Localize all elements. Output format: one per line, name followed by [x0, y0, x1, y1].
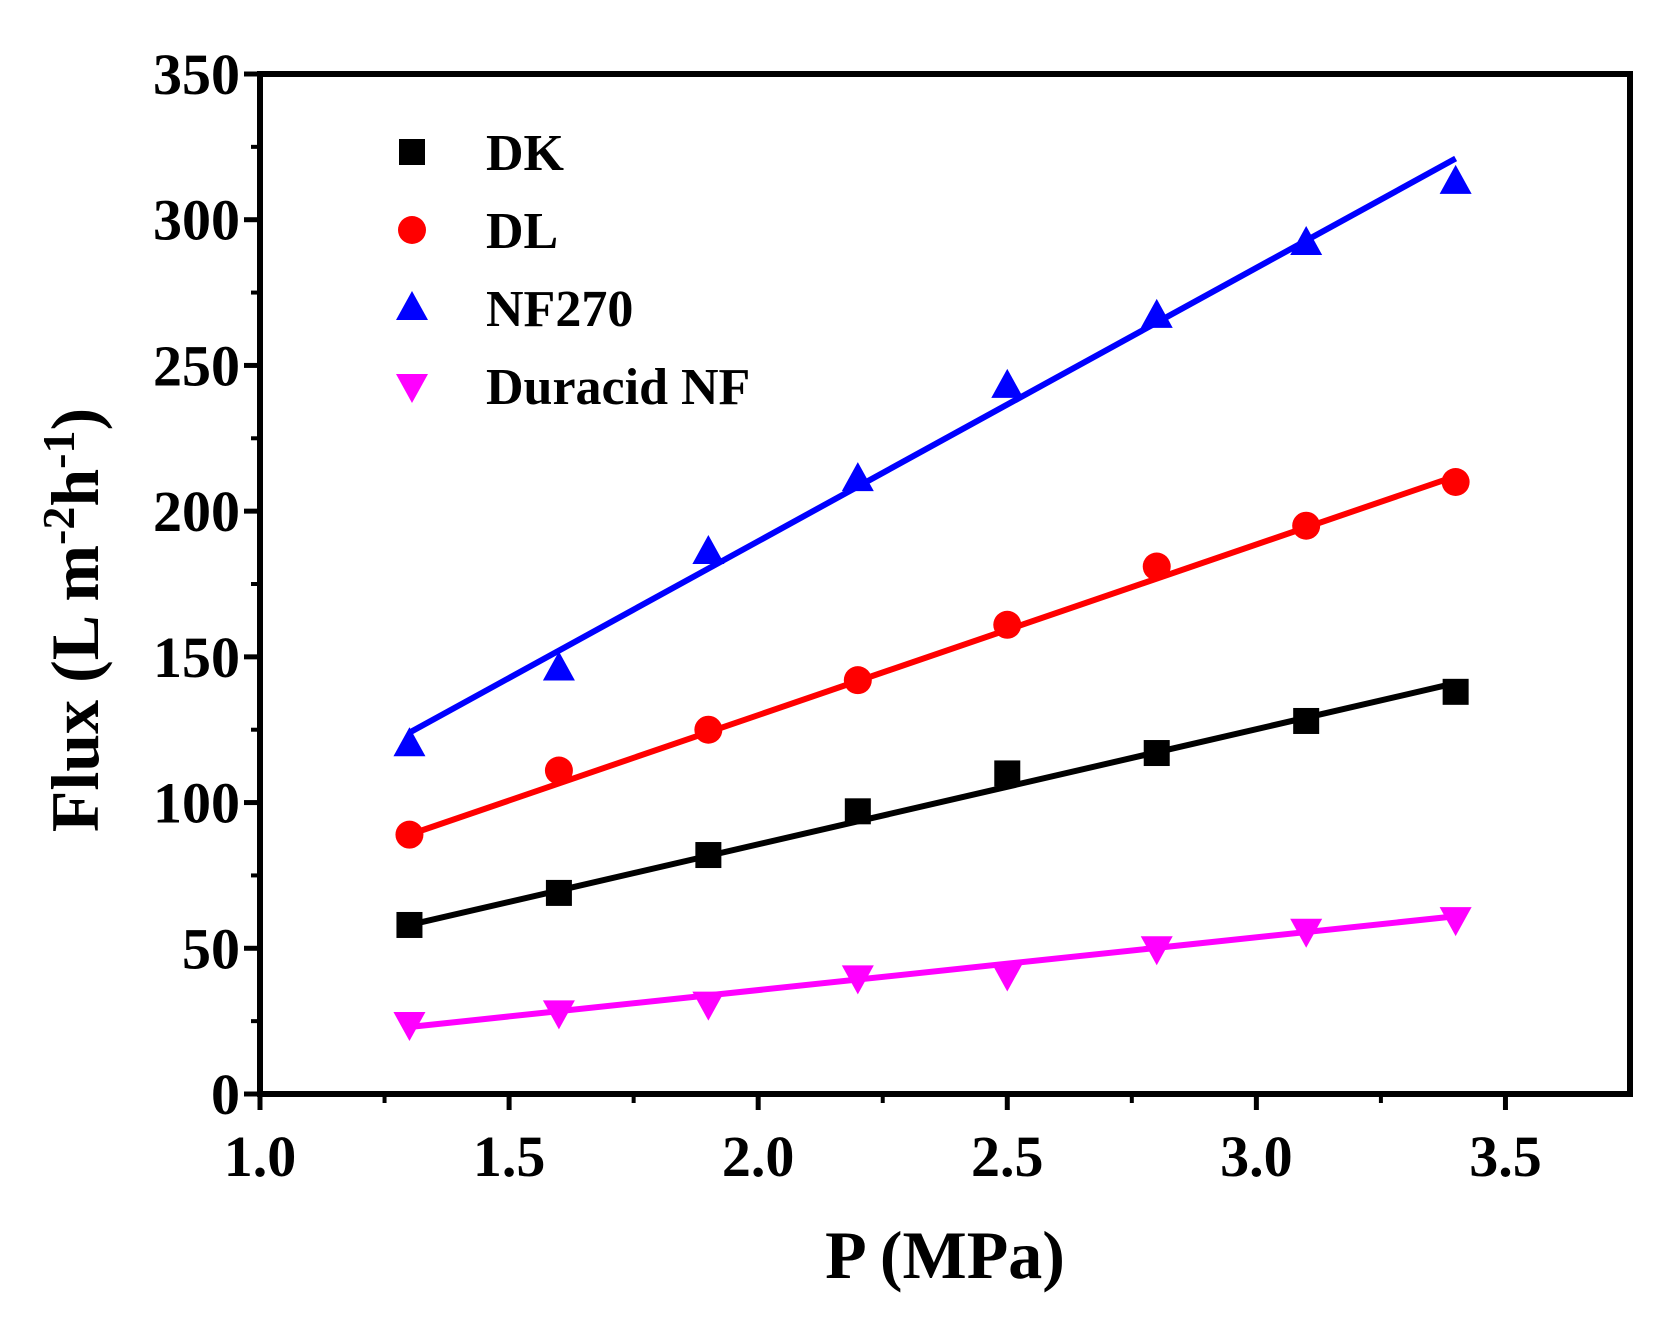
legend-label-dk: DK	[486, 125, 565, 182]
y-tick-label: 150	[153, 625, 240, 690]
data-point-duracid-nf	[1290, 918, 1323, 948]
fit-line-duracid-nf	[409, 913, 1456, 1030]
fit-lines	[408, 155, 1458, 1030]
data-point-nf270	[841, 462, 874, 492]
y-tick-label: 300	[153, 188, 240, 253]
y-axis-title: Flux (L m-2h-1)	[33, 408, 113, 832]
plot-frame	[257, 71, 1633, 1097]
data-point-dl	[544, 756, 573, 785]
x-tick-label: 1.0	[224, 1124, 297, 1189]
data-point-duracid-nf	[393, 1012, 426, 1042]
data-point-nf270	[393, 727, 426, 757]
fit-line-nf270	[408, 155, 1458, 736]
x-tick-label: 2.0	[722, 1124, 795, 1189]
y-tick-label: 0	[211, 1062, 240, 1127]
data-point-dk	[1143, 740, 1170, 767]
data-point-dk	[844, 798, 871, 825]
y-axis-title-sup1: -2	[33, 507, 84, 545]
data-point-dl	[1142, 552, 1171, 581]
y-tick-label: 350	[153, 42, 240, 107]
data-point-dk	[1293, 707, 1320, 734]
legend-marker-dk	[399, 139, 425, 165]
y-tick-label: 250	[153, 333, 240, 398]
fit-line-dk	[408, 680, 1457, 928]
data-point-dk	[1442, 678, 1469, 705]
fit-line-dl	[408, 473, 1457, 838]
data-point-nf270	[542, 651, 575, 681]
legend-label-duracid-nf: Duracid NF	[486, 359, 750, 416]
data-point-duracid-nf	[692, 991, 725, 1021]
data-point-duracid-nf	[1140, 936, 1173, 966]
y-axis-title-mid: h	[37, 469, 113, 507]
y-axis-title-sup2: -1	[33, 431, 84, 469]
data-point-duracid-nf	[1439, 907, 1472, 937]
legend-label-dl: DL	[486, 203, 558, 260]
x-tick-label: 3.0	[1220, 1124, 1293, 1189]
tick-labels: 1.0 1.5 2.0 2.5 3.0 3.5 0 50 100 150 200 250 300 350	[153, 42, 1542, 1189]
data-point-dl	[843, 666, 872, 695]
x-axis-title: P (MPa)	[825, 1217, 1065, 1293]
data-point-dk	[695, 842, 722, 869]
y-tick-label: 50	[182, 916, 240, 981]
data-point-dl	[1292, 511, 1321, 540]
legend-marker-dl	[398, 216, 426, 244]
data-point-duracid-nf	[841, 965, 874, 995]
data-point-dk	[396, 911, 423, 938]
y-axis-title-end: )	[37, 408, 113, 431]
x-tick-label: 1.5	[473, 1124, 546, 1189]
data-point-dk	[545, 879, 572, 906]
legend-marker-duracid-nf	[396, 374, 428, 403]
data-markers	[393, 164, 1472, 1042]
data-point-dl	[694, 715, 723, 744]
data-point-nf270	[1290, 226, 1323, 256]
data-point-dl	[1441, 468, 1470, 496]
legend-label-nf270: NF270	[486, 281, 633, 338]
data-point-duracid-nf	[542, 1000, 575, 1030]
legend: DK DL NF270 Duracid NF	[396, 125, 750, 416]
data-point-nf270	[991, 368, 1024, 398]
data-point-dl	[993, 610, 1022, 639]
data-point-duracid-nf	[991, 962, 1024, 992]
data-point-dk	[994, 760, 1021, 787]
y-axis-title-main: Flux (L m	[37, 545, 113, 832]
x-tick-label: 3.5	[1469, 1124, 1542, 1189]
y-tick-label: 200	[153, 479, 240, 544]
data-point-nf270	[1140, 298, 1173, 328]
x-tick-label: 2.5	[971, 1124, 1044, 1189]
data-point-dl	[395, 820, 424, 849]
data-point-nf270	[1439, 164, 1472, 194]
ticks	[244, 71, 1508, 1110]
legend-marker-nf270	[396, 291, 428, 320]
data-point-nf270	[692, 534, 725, 564]
y-tick-label: 100	[153, 771, 240, 836]
